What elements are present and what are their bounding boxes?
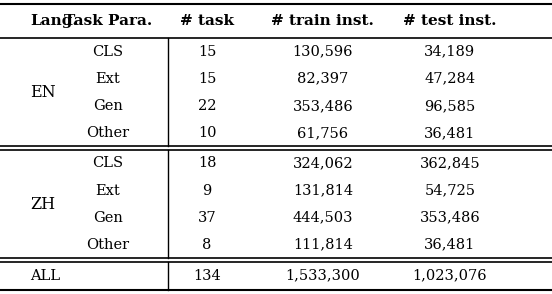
Text: Task Para.: Task Para.	[63, 14, 152, 28]
Text: 47,284: 47,284	[424, 72, 475, 86]
Text: 8: 8	[203, 238, 211, 252]
Text: Gen: Gen	[93, 99, 123, 113]
Text: 353,486: 353,486	[293, 99, 353, 113]
Text: Ext: Ext	[95, 72, 120, 86]
Text: 353,486: 353,486	[420, 211, 480, 225]
Text: 61,756: 61,756	[298, 126, 348, 140]
Text: Other: Other	[86, 126, 129, 140]
Text: 444,503: 444,503	[293, 211, 353, 225]
Text: 111,814: 111,814	[293, 238, 353, 252]
Text: 131,814: 131,814	[293, 183, 353, 198]
Text: # train inst.: # train inst.	[272, 14, 374, 28]
Text: 54,725: 54,725	[424, 183, 475, 198]
Text: Lang.: Lang.	[30, 14, 78, 28]
Text: Gen: Gen	[93, 211, 123, 225]
Text: 82,397: 82,397	[298, 72, 348, 86]
Text: 15: 15	[198, 45, 216, 59]
Text: Ext: Ext	[95, 183, 120, 198]
Text: 362,845: 362,845	[420, 156, 480, 171]
Text: 36,481: 36,481	[424, 238, 475, 252]
Text: 34,189: 34,189	[424, 45, 475, 59]
Text: 22: 22	[198, 99, 216, 113]
Text: 9: 9	[203, 183, 211, 198]
Text: EN: EN	[30, 84, 56, 101]
Text: ALL: ALL	[30, 269, 61, 283]
Text: Other: Other	[86, 238, 129, 252]
Text: # test inst.: # test inst.	[403, 14, 497, 28]
Text: 134: 134	[193, 269, 221, 283]
Text: CLS: CLS	[92, 45, 123, 59]
Text: 10: 10	[198, 126, 216, 140]
Text: 37: 37	[198, 211, 216, 225]
Text: 96,585: 96,585	[424, 99, 475, 113]
Text: CLS: CLS	[92, 156, 123, 171]
Text: 130,596: 130,596	[293, 45, 353, 59]
Text: 36,481: 36,481	[424, 126, 475, 140]
Text: 1,533,300: 1,533,300	[285, 269, 360, 283]
Text: 324,062: 324,062	[293, 156, 353, 171]
Text: 15: 15	[198, 72, 216, 86]
Text: # task: # task	[180, 14, 234, 28]
Text: ZH: ZH	[30, 196, 56, 213]
Text: 1,023,076: 1,023,076	[412, 269, 487, 283]
Text: 18: 18	[198, 156, 216, 171]
